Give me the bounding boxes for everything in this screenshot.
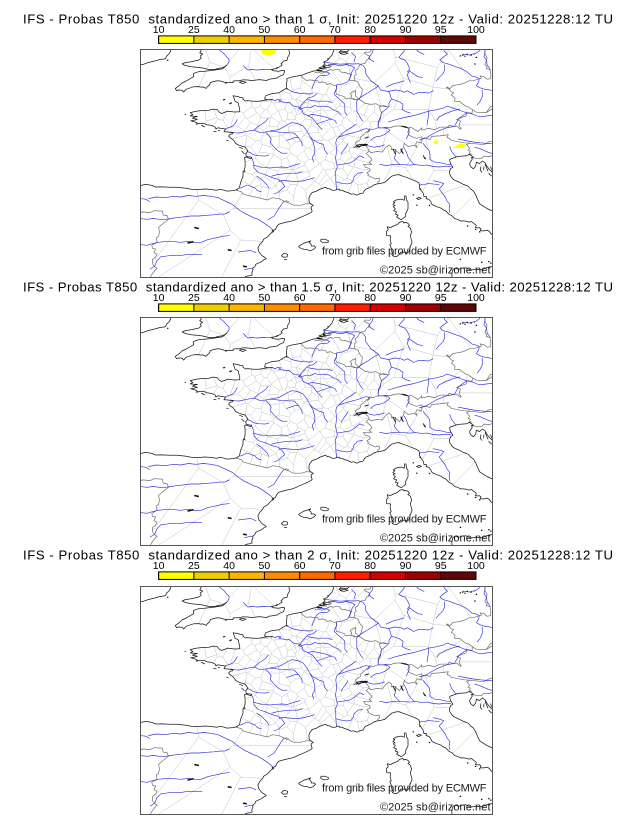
svg-text:80: 80 — [364, 24, 376, 36]
svg-text:50: 50 — [259, 292, 271, 304]
svg-text:10: 10 — [153, 24, 165, 36]
svg-text:60: 60 — [294, 24, 306, 36]
svg-text:70: 70 — [329, 24, 341, 36]
svg-text:40: 40 — [223, 292, 235, 304]
svg-text:25: 25 — [188, 292, 200, 304]
svg-text:25: 25 — [188, 24, 200, 36]
svg-text:60: 60 — [294, 292, 306, 304]
svg-text:90: 90 — [400, 24, 412, 36]
svg-text:100: 100 — [467, 24, 485, 36]
svg-text:80: 80 — [364, 560, 376, 572]
svg-text:60: 60 — [294, 560, 306, 572]
svg-text:100: 100 — [467, 560, 485, 572]
svg-text:80: 80 — [364, 292, 376, 304]
svg-text:IFS - Probas T850 standardize: IFS - Probas T850 standardized ano > tha… — [23, 12, 613, 27]
svg-text:25: 25 — [188, 560, 200, 572]
svg-text:10: 10 — [153, 560, 165, 572]
svg-text:50: 50 — [259, 560, 271, 572]
svg-text:95: 95 — [435, 292, 447, 304]
svg-text:95: 95 — [435, 560, 447, 572]
svg-text:40: 40 — [223, 24, 235, 36]
svg-text:100: 100 — [467, 292, 485, 304]
svg-text:70: 70 — [329, 292, 341, 304]
svg-text:90: 90 — [400, 292, 412, 304]
svg-text:90: 90 — [400, 560, 412, 572]
svg-text:40: 40 — [223, 560, 235, 572]
svg-text:50: 50 — [259, 24, 271, 36]
svg-text:IFS - Probas T850 standardize: IFS - Probas T850 standardized ano > tha… — [23, 548, 613, 563]
svg-text:10: 10 — [153, 292, 165, 304]
svg-text:95: 95 — [435, 24, 447, 36]
svg-text:IFS - Probas T850 standardize: IFS - Probas T850 standardized ano > tha… — [23, 280, 613, 295]
svg-text:70: 70 — [329, 560, 341, 572]
